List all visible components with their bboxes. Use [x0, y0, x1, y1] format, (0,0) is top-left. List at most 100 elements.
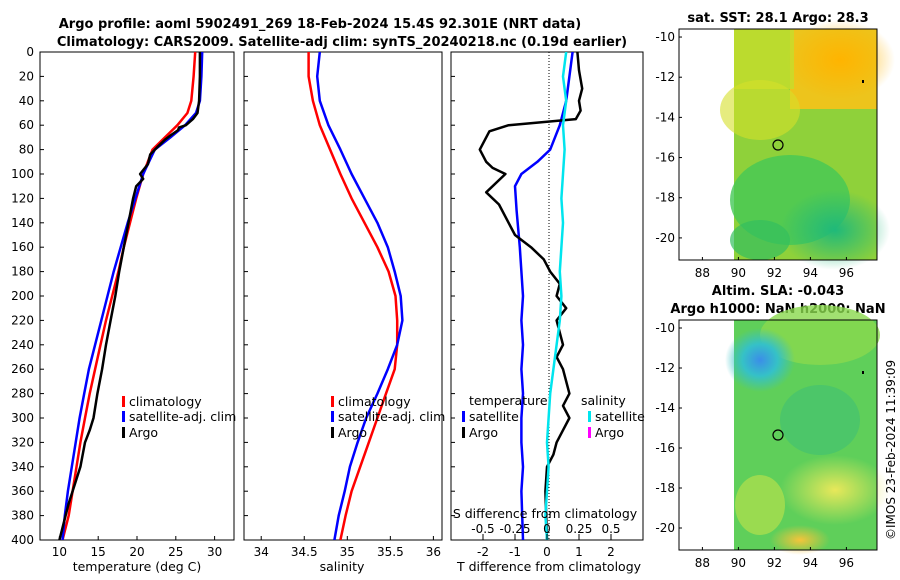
legend-swatch-s-satellite — [588, 411, 591, 422]
x-tick-label: 20 — [129, 545, 144, 559]
x-tick-label: 36 — [426, 545, 441, 559]
legend-swatch-t-argo — [462, 427, 465, 438]
argo-location-marker — [772, 429, 784, 441]
x-tick-label: 35.5 — [377, 545, 404, 559]
map-y-tick-label: -18 — [655, 191, 675, 205]
depth-tick-label: 160 — [11, 240, 34, 254]
x-tick-label: -2 — [477, 545, 489, 559]
map-x-tick-label: 92 — [767, 556, 782, 570]
series-line-t-satellite — [513, 52, 574, 540]
legend-label-climatology: climatology — [338, 394, 411, 409]
legend-swatch-climatology — [122, 396, 125, 407]
top-tick-label: 0.25 — [566, 522, 593, 536]
depth-tick-label: 340 — [11, 460, 34, 474]
legend-swatch-climatology — [331, 396, 334, 407]
map-x-tick-label: 88 — [695, 266, 710, 280]
depth-tick-label: 260 — [11, 362, 34, 376]
salinity-legend: climatology satellite-adj. clim Argo — [331, 394, 445, 440]
island-marker — [862, 371, 864, 374]
x-tick-label: 15 — [91, 545, 106, 559]
depth-tick-label: 0 — [26, 45, 34, 59]
temperature-lines — [58, 52, 204, 540]
legend-label-satellite: satellite-adj. clim — [129, 409, 236, 424]
top-tick-label: 0 — [543, 522, 551, 536]
depth-tick-label: 180 — [11, 265, 34, 279]
sla-map-frame — [678, 319, 878, 551]
map-x-tick-label: 90 — [731, 556, 746, 570]
series-line-argo — [58, 52, 202, 540]
x-tick-label: 25 — [168, 545, 183, 559]
legend-label-argo: Argo — [129, 425, 158, 440]
legend-title-temperature: temperature — [469, 393, 548, 408]
map-y-tick-label: -14 — [655, 401, 675, 415]
legend-label-t-satellite: satellite — [469, 409, 519, 424]
x-tick-label: 10 — [52, 545, 67, 559]
sla-map-ticks: 88 90 92 94 96 -10 -12 -14 -16 -18 -20 — [655, 321, 854, 570]
x-tick-label: 0 — [543, 545, 551, 559]
map-x-tick-label: 90 — [731, 266, 746, 280]
series-line-s-satellite — [544, 52, 568, 540]
map-y-tick-label: -16 — [655, 151, 675, 165]
depth-tick-label: 300 — [11, 411, 34, 425]
legend-swatch-s-argo — [588, 427, 591, 438]
salinity-difference-ticks: -0.5 -0.25 0 0.25 0.5 — [471, 522, 621, 540]
sla-map-title-1: Altim. SLA: -0.043 — [712, 284, 844, 299]
x-tick-label: 2 — [607, 545, 615, 559]
sst-map-frame — [678, 28, 878, 261]
legend-label-s-argo: Argo — [595, 425, 624, 440]
legend-label-climatology: climatology — [129, 394, 202, 409]
series-line-climatology — [307, 52, 399, 540]
legend-label-argo: Argo — [338, 425, 367, 440]
map-x-tick-label: 88 — [695, 556, 710, 570]
depth-tick-label: 100 — [11, 167, 34, 181]
x-tick-label: 30 — [207, 545, 222, 559]
depth-tick-label: 40 — [19, 94, 34, 108]
series-line-satellite-adj-clim — [61, 52, 204, 540]
difference-legend: temperature satellite Argo salinity sate… — [462, 393, 645, 440]
legend-swatch-argo — [122, 427, 125, 438]
legend-label-satellite: satellite-adj. clim — [338, 409, 445, 424]
map-y-tick-label: -10 — [655, 321, 675, 335]
salinity-xlabel: salinity — [320, 559, 365, 574]
series-line-t-argo — [478, 52, 584, 540]
depth-tick-label: 360 — [11, 484, 34, 498]
depth-tick-label: 60 — [19, 118, 34, 132]
map-x-tick-label: 96 — [839, 266, 854, 280]
imos-watermark: ©IMOS 23-Feb-2024 11:39:09 — [884, 360, 898, 540]
map-y-tick-label: -18 — [655, 481, 675, 495]
x-tick-label: 35 — [340, 545, 355, 559]
map-y-tick-label: -10 — [655, 30, 675, 44]
x-tick-label: -1 — [509, 545, 521, 559]
map-x-tick-label: 96 — [839, 556, 854, 570]
depth-axis: 0 20 40 60 80 100 120 140 160 180 200 220 240 260 280 3… — [11, 45, 455, 547]
depth-tick-label: 400 — [11, 533, 34, 547]
depth-tick-label: 380 — [11, 509, 34, 523]
map-x-tick-label: 94 — [803, 266, 818, 280]
salinity-panel-frame — [243, 51, 443, 541]
sst-map — [678, 20, 895, 270]
map-y-tick-label: -12 — [655, 361, 675, 375]
difference-lines — [478, 52, 584, 540]
map-x-tick-label: 92 — [767, 266, 782, 280]
depth-tick-label: 140 — [11, 216, 34, 230]
map-y-tick-label: -16 — [655, 441, 675, 455]
map-y-tick-label: -20 — [655, 521, 675, 535]
temperature-xlabel: temperature (deg C) — [73, 559, 202, 574]
title-line-2: Climatology: CARS2009. Satellite-adj cli… — [57, 35, 627, 50]
temperature-x-ticks: 10 15 20 25 30 — [52, 536, 222, 559]
difference-xlabel: T difference from climatology — [456, 559, 642, 574]
depth-tick-label: 20 — [19, 69, 34, 83]
sst-map-ticks: 88 90 92 94 96 -10 -12 -14 -16 -18 -20 — [655, 30, 854, 280]
map-y-tick-label: -12 — [655, 70, 675, 84]
temperature-panel-frame — [39, 51, 235, 541]
top-tick-label: 0.5 — [601, 522, 620, 536]
legend-swatch-satellite — [331, 411, 334, 422]
title-line-1: Argo profile: aoml 5902491_269 18-Feb-20… — [59, 17, 581, 32]
depth-tick-label: 220 — [11, 313, 34, 327]
difference-top-xlabel: S difference from climatology — [453, 506, 638, 521]
island-marker — [862, 80, 864, 83]
legend-swatch-satellite — [122, 411, 125, 422]
salinity-lines — [307, 52, 404, 540]
series-line-satellite-adj-clim — [315, 52, 404, 540]
